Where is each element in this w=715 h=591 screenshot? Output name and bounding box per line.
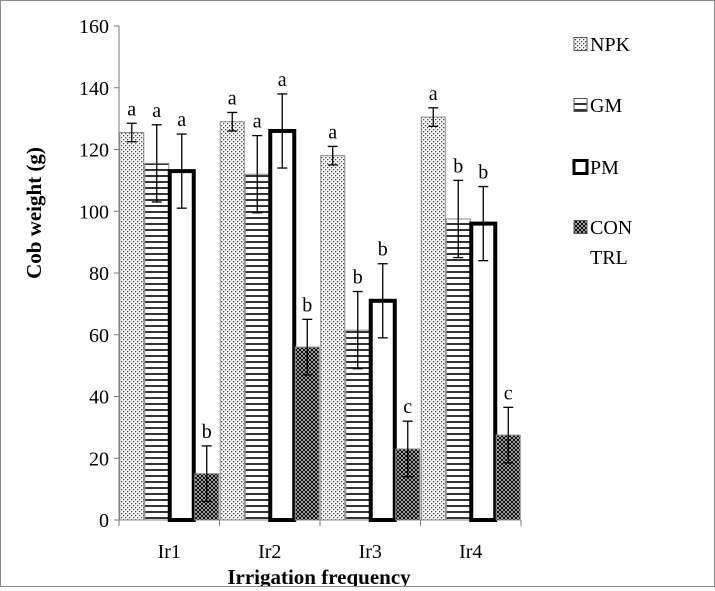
significance-letter: b bbox=[353, 267, 363, 289]
significance-letter: a bbox=[429, 83, 438, 105]
bar bbox=[469, 221, 498, 522]
y-tick-label: 80 bbox=[89, 263, 109, 285]
x-tick-label: Ir2 bbox=[258, 541, 281, 563]
significance-letter: b bbox=[378, 239, 388, 261]
x-tick-label: Ir1 bbox=[158, 541, 181, 563]
significance-letter: a bbox=[328, 121, 337, 143]
significance-letter: b bbox=[478, 162, 488, 184]
y-tick-label: 0 bbox=[99, 510, 109, 532]
bar bbox=[320, 155, 346, 521]
bar bbox=[244, 173, 270, 521]
bar bbox=[167, 169, 196, 523]
y-tick-label: 140 bbox=[79, 78, 109, 100]
significance-letter: a bbox=[228, 87, 237, 109]
significance-letter: a bbox=[278, 69, 287, 91]
legend-swatch bbox=[572, 159, 589, 175]
y-tick-label: 160 bbox=[79, 16, 109, 38]
x-axis-title: Irrigation frequency bbox=[227, 565, 411, 586]
bar bbox=[420, 116, 446, 521]
significance-letter: a bbox=[152, 100, 161, 122]
legend-swatch bbox=[573, 220, 588, 234]
bar bbox=[445, 218, 471, 521]
significance-letter: a bbox=[127, 98, 136, 120]
bar bbox=[144, 162, 170, 521]
bar bbox=[119, 132, 145, 521]
legend-label: CON bbox=[590, 217, 632, 239]
axis-labels: Irrigation frequency Cob weight (g) bbox=[22, 147, 411, 589]
bar bbox=[268, 128, 297, 522]
significance-letter: a bbox=[177, 109, 186, 131]
legend-swatch bbox=[573, 37, 588, 51]
significance-letter: a bbox=[253, 111, 262, 133]
significance-letter: c bbox=[403, 396, 412, 418]
y-axis-title: Cob weight (g) bbox=[22, 147, 46, 279]
y-tick-label: 60 bbox=[89, 325, 109, 347]
y-tick-label: 120 bbox=[79, 140, 109, 162]
x-tick-label: Ir4 bbox=[459, 541, 482, 563]
legend-label: PM bbox=[590, 157, 619, 179]
significance-letter: b bbox=[302, 294, 312, 316]
legend-label: NPK bbox=[590, 34, 631, 56]
x-tick-label: Ir3 bbox=[359, 541, 382, 563]
y-tick-label: 20 bbox=[89, 448, 109, 470]
significance-letter: b bbox=[453, 155, 463, 177]
legend-label: GM bbox=[590, 95, 622, 117]
legend-swatch bbox=[573, 98, 588, 112]
bar bbox=[219, 121, 245, 521]
significance-letter: b bbox=[202, 421, 212, 443]
legend: NPK GM PM CON TRL bbox=[572, 34, 632, 269]
axes: 0 20 40 60 80 100 120 140 160 Ir1 Ir2 Ir3 Ir4 bbox=[79, 16, 522, 563]
legend-label: TRL bbox=[590, 247, 628, 269]
y-tick-label: 100 bbox=[79, 201, 109, 223]
significance-letter: c bbox=[504, 382, 513, 404]
y-tick-label: 40 bbox=[89, 387, 109, 409]
